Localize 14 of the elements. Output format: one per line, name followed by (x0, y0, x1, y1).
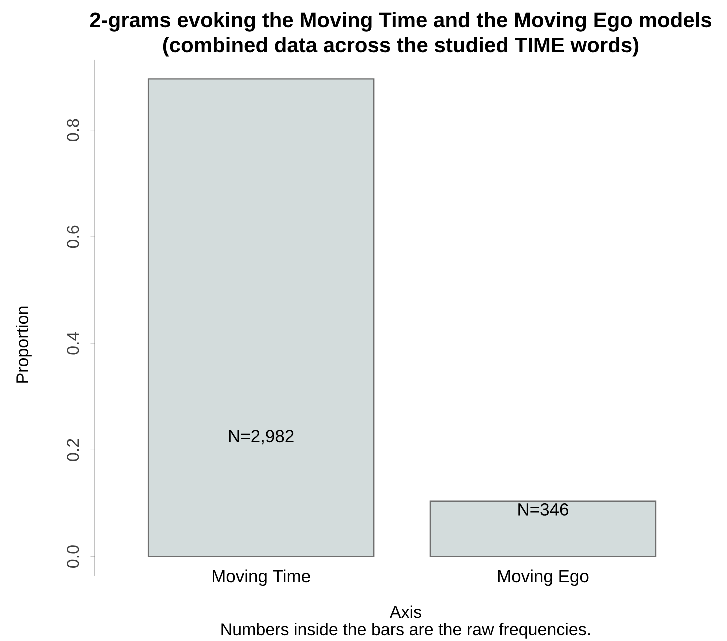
y-tick-label: 0.4 (67, 332, 80, 355)
y-tick-label: 0.0 (67, 546, 80, 568)
text: Numbers inside the bars are the raw frequencies. (222, 623, 590, 639)
y-axis-title: Proportion (16, 306, 32, 383)
x-axis-title: Axis (390, 606, 422, 618)
y-tick-label: 0.8 (67, 119, 80, 142)
y-tick-label: 0.2 (67, 439, 80, 462)
x-tick-label: Moving Ego (498, 570, 589, 586)
chart-subtitle: (combined data across the studied TIME words) (163, 37, 639, 57)
chart-title: 2-grams evoking the Moving Time and the Moving Ego models (90, 12, 712, 32)
y-tick-label: 0.6 (67, 226, 80, 248)
annotation: N=2,982 (229, 430, 294, 445)
x-tick-label: Moving Time (213, 570, 310, 586)
annotation: N=346 (518, 503, 568, 516)
